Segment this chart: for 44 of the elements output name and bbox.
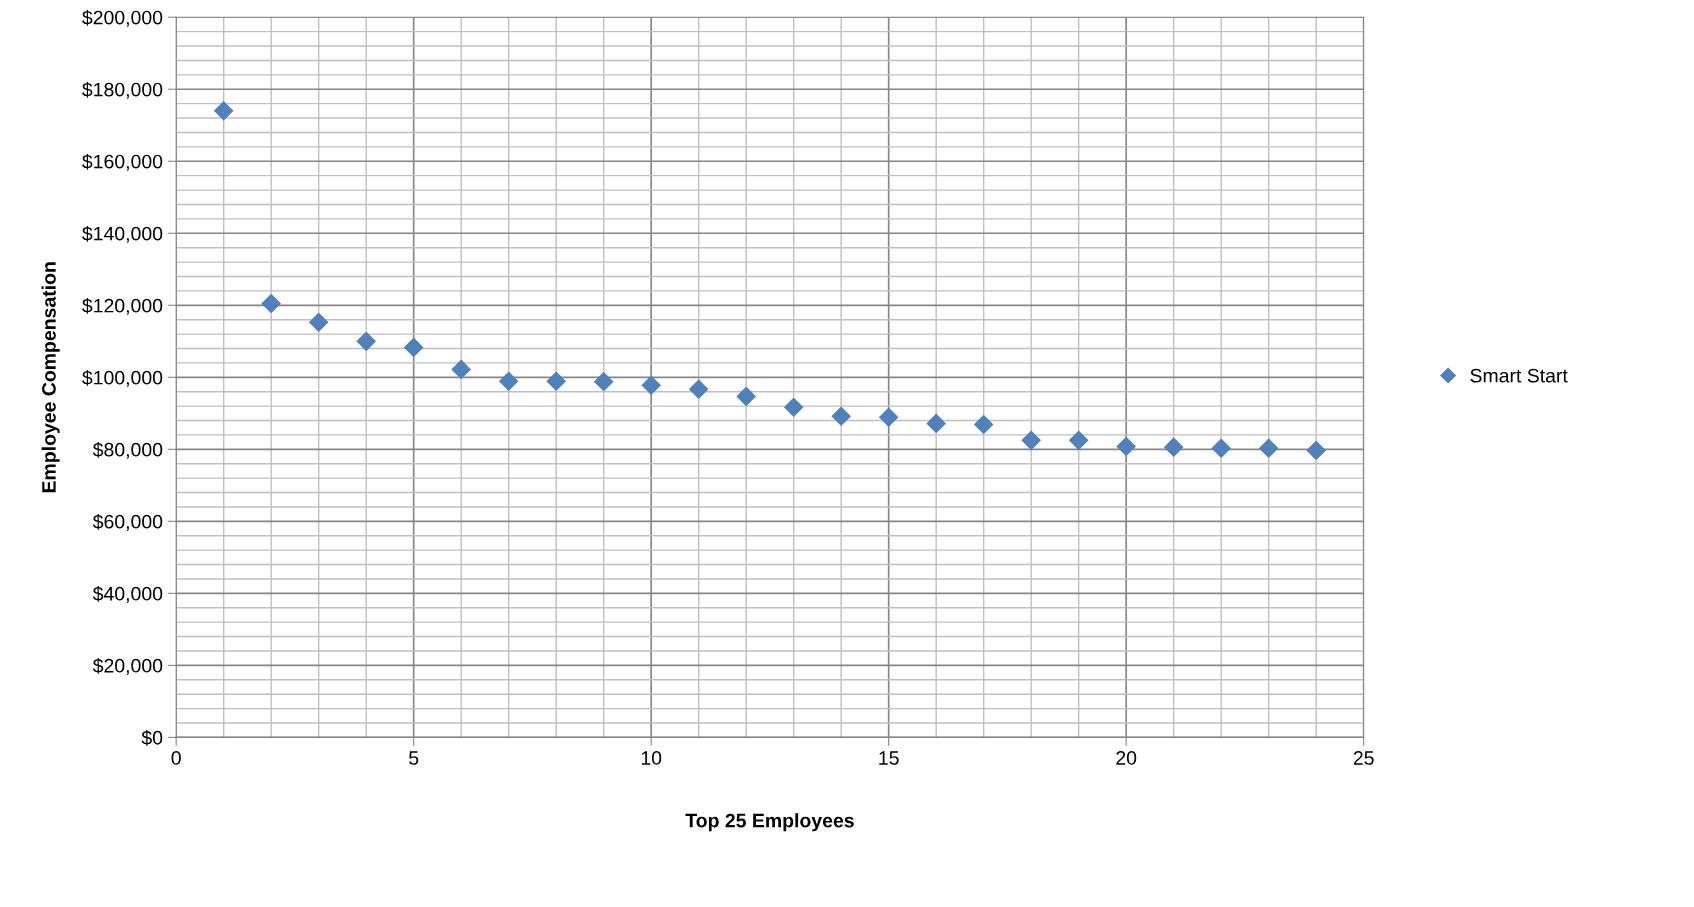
point	[1021, 430, 1041, 450]
x-tick-label: 5	[409, 751, 419, 765]
point	[1306, 440, 1326, 460]
point	[974, 414, 994, 435]
point	[1211, 438, 1231, 458]
point	[641, 375, 661, 395]
point	[1259, 438, 1279, 458]
x-tick-label: 20	[1116, 751, 1137, 765]
y-tick-label: $20,000	[92, 658, 163, 675]
x-tick-label: 0	[171, 751, 181, 765]
point	[1116, 436, 1136, 456]
point	[831, 406, 851, 426]
point	[214, 101, 234, 121]
point	[499, 371, 519, 391]
point	[261, 293, 281, 314]
x-tick-label: 25	[1353, 751, 1374, 765]
point	[451, 359, 471, 379]
point	[404, 337, 424, 357]
y-axis-title: Employee Compensation	[41, 262, 60, 493]
y-tick-label: $140,000	[82, 225, 163, 243]
x-axis-title: Top 25 Employees	[685, 813, 854, 832]
x-tick-label: 10	[641, 751, 662, 765]
y-tick-label: $80,000	[92, 441, 163, 459]
point	[1069, 430, 1089, 450]
point	[594, 372, 614, 392]
point	[309, 312, 329, 332]
point	[784, 397, 804, 417]
point	[736, 386, 756, 406]
y-tick-label: $120,000	[82, 297, 163, 315]
y-tick-label: $180,000	[82, 81, 163, 99]
point	[1164, 437, 1184, 457]
point	[926, 413, 946, 433]
y-tick-label: $40,000	[92, 586, 163, 603]
point	[689, 379, 709, 399]
point	[356, 331, 376, 351]
y-tick-label: $160,000	[82, 153, 163, 171]
y-tick-label: $100,000	[82, 369, 163, 387]
point	[546, 371, 566, 391]
y-tick-label: $60,000	[92, 513, 163, 531]
y-tick-label: $0	[141, 730, 163, 746]
point	[879, 407, 899, 427]
x-tick-label: 15	[879, 751, 899, 765]
legend-label: Smart Start	[1470, 368, 1568, 383]
y-tick-label: $200,000	[82, 9, 163, 27]
